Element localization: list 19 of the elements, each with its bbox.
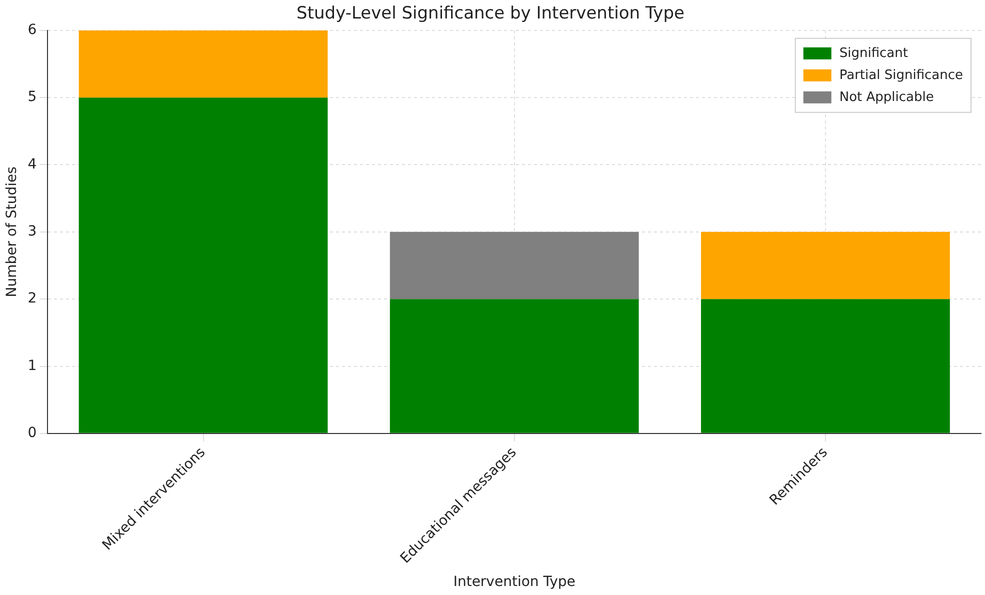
legend-label: Not Applicable (839, 90, 934, 105)
y-tick-label: 3 (28, 224, 37, 240)
bar (390, 299, 639, 433)
bar (78, 30, 328, 98)
bar (701, 299, 950, 433)
bar (390, 232, 639, 300)
y-tick-label: 4 (28, 156, 37, 172)
legend-label: Partial Significance (839, 68, 963, 83)
y-tick-label: 5 (28, 89, 37, 106)
bar (78, 98, 328, 433)
legend-label: Significant (839, 46, 908, 61)
y-tick-label: 2 (28, 290, 37, 307)
x-axis-title: Intervention Type (453, 574, 576, 590)
chart-title: Study-Level Significance by Intervention Type (296, 4, 684, 24)
y-tick-label: 0 (28, 425, 37, 442)
bar (701, 232, 950, 300)
y-tick-label: 6 (28, 22, 37, 38)
y-tick-label: 1 (28, 358, 37, 374)
y-axis-title: Number of Studies (4, 166, 20, 298)
